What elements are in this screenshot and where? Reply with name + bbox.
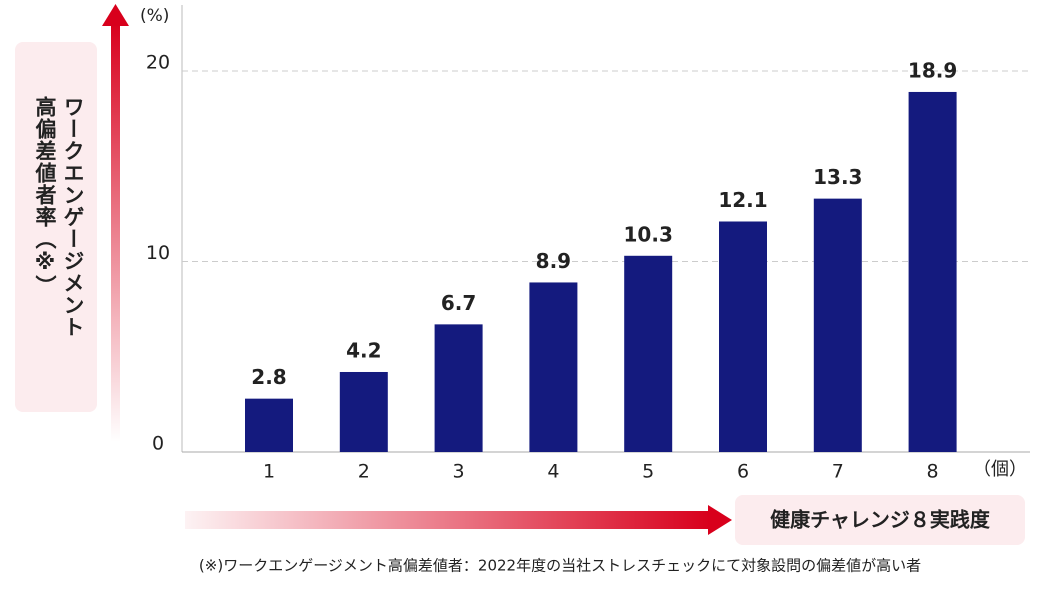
x-label-box	[735, 495, 1025, 545]
y-label: 高偏差値者率（※）	[33, 95, 58, 297]
x-tick-label: 1	[263, 461, 275, 483]
y-unit: (%)	[140, 6, 169, 26]
x-tick-label: 7	[832, 461, 844, 483]
value-label: 4.2	[346, 338, 381, 362]
x-tick-label: 4	[547, 461, 559, 483]
y-tick-label: 10	[146, 242, 170, 264]
value-label: 10.3	[624, 222, 673, 246]
y-arrow-head	[102, 4, 129, 26]
bar	[529, 282, 578, 452]
x-tick-label: 8	[927, 461, 939, 483]
x-unit: （個）	[973, 459, 1027, 480]
bar	[624, 255, 673, 452]
x-arrow-head	[708, 505, 732, 535]
value-label: 13.3	[813, 165, 862, 189]
value-label: 12.1	[718, 188, 767, 212]
y-tick-label: 20	[146, 52, 170, 74]
value-label: 18.9	[908, 58, 957, 82]
bar	[813, 198, 862, 452]
y-tick-label: 0	[152, 433, 164, 455]
footnote: (※)ワークエンゲージメント高偏差値者：2022年度の当社ストレスチェックにて対…	[199, 557, 921, 575]
y-arrow-shaft	[111, 22, 120, 442]
bar	[434, 324, 483, 452]
y-label-box	[15, 42, 97, 412]
x-arrow-shaft	[185, 511, 710, 529]
value-label: 6.7	[441, 291, 476, 315]
x-tick-label: 3	[453, 461, 465, 483]
x-tick-label: 5	[642, 461, 654, 483]
bar	[339, 371, 388, 452]
bar	[908, 91, 957, 452]
value-label: 8.9	[536, 249, 571, 273]
bar	[719, 221, 767, 452]
value-label: 2.8	[251, 365, 286, 389]
x-tick-label: 2	[358, 461, 370, 483]
x-tick-label: 6	[737, 461, 749, 483]
bar	[245, 398, 293, 452]
y-label: ワークエンゲージメント	[61, 96, 85, 338]
x-label: 健康チャレンジ８実践度	[770, 508, 991, 532]
